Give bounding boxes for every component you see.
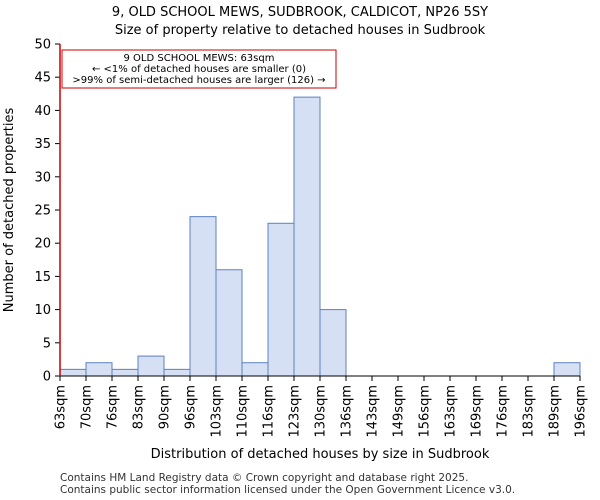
y-tick-label: 5 bbox=[43, 336, 51, 351]
x-tick-label: 76sqm bbox=[106, 385, 121, 429]
y-tick-label: 20 bbox=[34, 237, 51, 252]
y-tick-label: 30 bbox=[34, 170, 51, 185]
y-tick-label: 50 bbox=[34, 38, 51, 53]
histogram-chart: 0 5 10 15 20 25 30 35 40 45 50 63sqm 70sqm 76sqm 83sqm… bbox=[2, 38, 589, 463]
x-tick-label: 196sqm bbox=[574, 385, 589, 438]
footer-copyright: Contains HM Land Registry data © Crown c… bbox=[60, 472, 469, 484]
x-tick-label: 96sqm bbox=[184, 385, 199, 429]
x-tick-label: 123sqm bbox=[288, 385, 303, 438]
chart-title: 9, OLD SCHOOL MEWS, SUDBROOK, CALDICOT, … bbox=[111, 5, 489, 20]
histogram-bar bbox=[111, 368, 139, 377]
histogram-bar bbox=[267, 222, 295, 377]
x-tick-label: 169sqm bbox=[470, 385, 485, 438]
histogram-bar bbox=[85, 362, 113, 377]
y-tick-label: 45 bbox=[34, 71, 51, 86]
footer-licence: Contains public sector information licen… bbox=[60, 484, 516, 496]
y-tick-label: 0 bbox=[43, 370, 51, 385]
annotation-text: ← <1% of detached houses are smaller (0) bbox=[92, 64, 306, 75]
x-tick-label: 116sqm bbox=[262, 385, 277, 438]
annotation-box bbox=[61, 49, 337, 89]
x-tick-label: 136sqm bbox=[340, 385, 355, 438]
annotation-text: 9 OLD SCHOOL MEWS: 63sqm bbox=[124, 53, 275, 64]
x-tick-label: 176sqm bbox=[496, 385, 511, 438]
y-axis-label: Number of detached properties bbox=[2, 108, 17, 313]
histogram-bar bbox=[137, 355, 165, 377]
histogram-bar bbox=[553, 362, 581, 377]
x-tick-label: 110sqm bbox=[236, 385, 251, 438]
histogram-bar bbox=[59, 368, 87, 377]
histogram-bar bbox=[215, 269, 243, 377]
x-tick-label: 63sqm bbox=[54, 385, 69, 429]
y-tick-label: 15 bbox=[34, 270, 51, 285]
x-tick-label: 149sqm bbox=[392, 385, 407, 438]
x-tick-label: 183sqm bbox=[522, 385, 537, 438]
x-tick-label: 103sqm bbox=[210, 385, 225, 438]
x-tick-label: 163sqm bbox=[444, 385, 459, 438]
y-tick-label: 40 bbox=[34, 104, 51, 119]
histogram-bar bbox=[189, 216, 217, 377]
x-tick-label: 83sqm bbox=[132, 385, 147, 429]
annotation-text: >99% of semi-detached houses are larger … bbox=[72, 75, 325, 86]
y-tick-label: 10 bbox=[34, 303, 51, 318]
histogram-bar bbox=[319, 309, 347, 377]
histogram-bar bbox=[241, 362, 269, 377]
x-tick-label: 143sqm bbox=[366, 385, 381, 438]
y-tick-label: 25 bbox=[34, 204, 51, 219]
x-tick-label: 189sqm bbox=[548, 385, 563, 438]
histogram-bar bbox=[163, 368, 191, 377]
chart-subtitle: Size of property relative to detached ho… bbox=[114, 23, 486, 38]
x-tick-label: 130sqm bbox=[314, 385, 329, 438]
x-tick-label: 90sqm bbox=[158, 385, 173, 429]
y-tick-label: 35 bbox=[34, 137, 51, 152]
histogram-bar bbox=[293, 96, 321, 377]
x-axis-label: Distribution of detached houses by size … bbox=[151, 447, 490, 462]
x-tick-label: 70sqm bbox=[80, 385, 95, 429]
x-tick-label: 156sqm bbox=[418, 385, 433, 438]
